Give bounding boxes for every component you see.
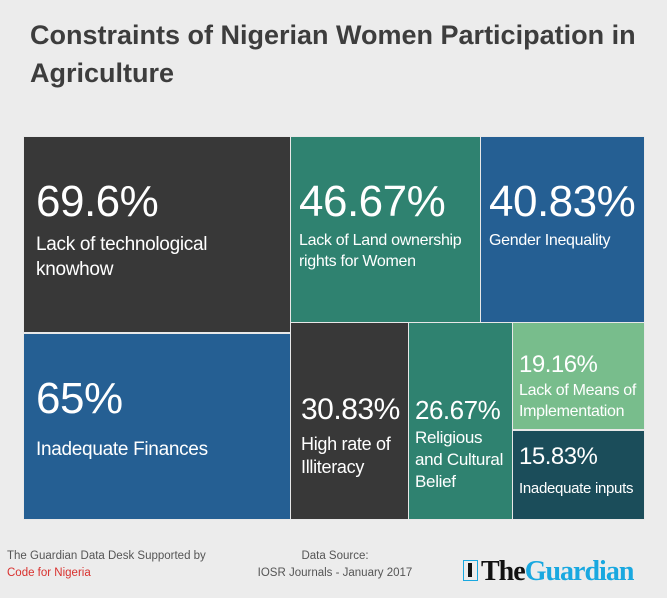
treemap-cell: 26.67% Religious and Cultural Belief xyxy=(408,322,513,520)
cell-label: High rate of Illiteracy xyxy=(301,434,391,478)
treemap-cell: 46.67% Lack of Land ownership rights for … xyxy=(290,136,481,323)
cell-value: 19.16% xyxy=(519,351,598,378)
guardian-logo: TheGuardian xyxy=(463,556,635,588)
chart-title: Constraints of Nigerian Women Participat… xyxy=(30,20,636,88)
cell-value: 69.6% xyxy=(36,177,159,226)
treemap-cell: 19.16% Lack of Means of Implementation xyxy=(512,322,645,430)
source-value: IOSR Journals - January 2017 xyxy=(257,567,413,579)
treemap-cell: 15.83% Inadequate inputs xyxy=(512,430,645,520)
logo-guardian: Guardian xyxy=(524,556,635,587)
credit: The Guardian Data Desk Supported by Code… xyxy=(7,548,206,582)
treemap-cell: 65% Inadequate Finances xyxy=(23,333,291,520)
data-source: Data Source: IOSR Journals - January 201… xyxy=(250,548,420,582)
guardian-crest-icon xyxy=(463,560,478,581)
cell-value: 26.67% xyxy=(415,395,501,425)
treemap-cell: 40.83% Gender Inequality xyxy=(480,136,645,323)
cell-label: Lack of Means of Implementation xyxy=(519,382,637,420)
treemap-cell: 30.83% High rate of Illiteracy xyxy=(290,322,409,520)
treemap-cell: 69.6% Lack of technological knowhow xyxy=(23,136,291,333)
cell-value: 30.83% xyxy=(301,393,400,426)
cell-label: Lack of Land ownership rights for Women xyxy=(299,232,462,270)
cell-value: 46.67% xyxy=(299,177,446,226)
cell-value: 65% xyxy=(36,374,123,423)
credit-line: The Guardian Data Desk Supported by xyxy=(7,550,206,562)
cell-label: Inadequate inputs xyxy=(519,480,634,497)
cell-label: Gender Inequality xyxy=(489,232,611,249)
cell-label: Inadequate Finances xyxy=(36,439,208,460)
cell-value: 15.83% xyxy=(519,443,598,470)
source-label: Data Source: xyxy=(301,550,369,562)
cell-value: 40.83% xyxy=(489,177,636,226)
cell-label: Lack of technological knowhow xyxy=(36,234,208,280)
cell-label: Religious and Cultural Belief xyxy=(415,428,504,492)
code-for-nigeria-link[interactable]: Code for Nigeria xyxy=(7,567,91,579)
logo-the: The xyxy=(481,556,526,587)
